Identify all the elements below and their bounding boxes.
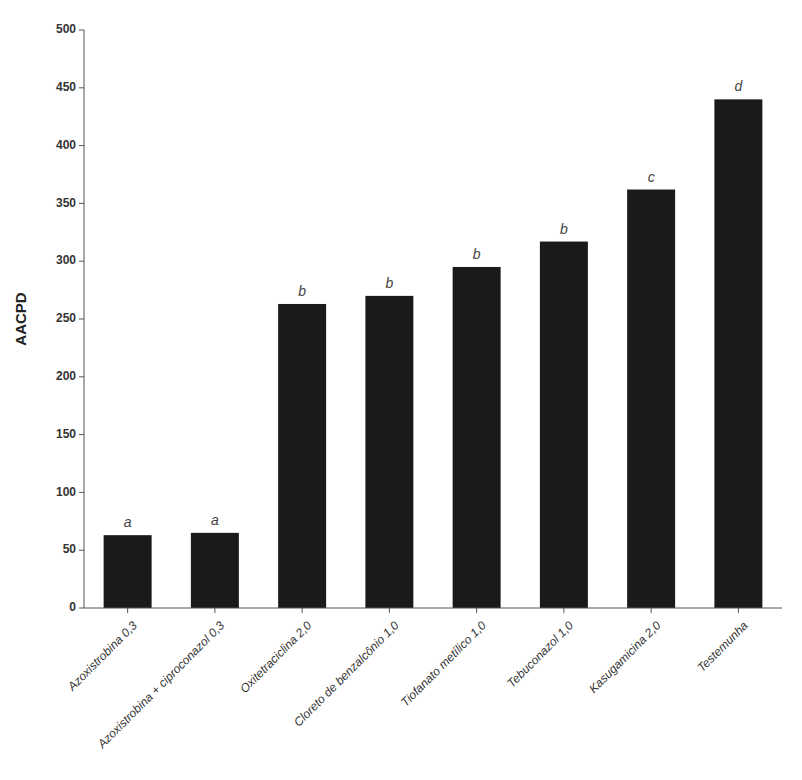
bars: [104, 99, 763, 608]
x-tick-label: Kasugamicina 2,0: [586, 618, 664, 696]
annotation: b: [473, 246, 481, 262]
bar: [540, 242, 588, 608]
y-tick-label: 250: [56, 311, 76, 325]
x-tick: [127, 608, 128, 613]
y-tick-label: 400: [56, 138, 76, 152]
bar: [104, 535, 152, 608]
bar: [278, 304, 326, 608]
y-tick-label: 100: [56, 485, 76, 499]
x-tick: [651, 608, 652, 613]
y-tick-label: 0: [69, 600, 76, 614]
bar: [191, 533, 239, 608]
chart: a a b b b b c d 0 50 100 150 200 250 300 350 400 450 500 Az…: [0, 0, 802, 780]
annotation: a: [124, 514, 132, 530]
bar: [627, 190, 675, 608]
y-tick-label: 50: [63, 542, 77, 556]
y-tick: [79, 492, 84, 493]
y-tick: [79, 261, 84, 262]
x-tick-label: Testemunha: [694, 618, 751, 675]
y-tick: [79, 434, 84, 435]
bar: [714, 99, 762, 608]
x-tick: [563, 608, 564, 613]
x-tick-label: Azoxistrobina + ciproconazol 0,3: [94, 618, 227, 751]
y-tick-label: 450: [56, 80, 76, 94]
annotation: b: [560, 221, 568, 237]
annotation: a: [211, 512, 219, 528]
y-tick-label: 300: [56, 253, 76, 267]
annotation: c: [648, 169, 655, 185]
x-tick-label: Azoxistrobina 0,3: [64, 618, 140, 694]
y-tick: [79, 145, 84, 146]
annotation: b: [298, 283, 306, 299]
annotation: b: [385, 275, 393, 291]
bar: [365, 296, 413, 608]
x-tick: [389, 608, 390, 613]
x-tick-label: Oxitetraciclina 2,0: [237, 618, 315, 696]
x-tick-label: Tiofanato metílico 1,0: [398, 618, 489, 709]
y-tick: [79, 203, 84, 204]
y-tick: [79, 30, 84, 31]
annotation: d: [734, 78, 743, 94]
chart-container: a a b b b b c d 0 50 100 150 200 250 300 350 400 450 500 Az…: [0, 0, 802, 780]
x-tick: [476, 608, 477, 613]
y-tick-label: 500: [56, 22, 76, 36]
y-tick: [79, 319, 84, 320]
bar: [453, 267, 501, 608]
x-tick: [302, 608, 303, 613]
x-tick-label: Tebuconazol 1,0: [504, 618, 576, 690]
y-tick: [79, 608, 84, 609]
y-tick-label: 350: [56, 196, 76, 210]
x-tick: [738, 608, 739, 613]
y-tick: [79, 376, 84, 377]
y-tick-label: 150: [56, 427, 76, 441]
x-tick: [214, 608, 215, 613]
y-axis-label: AACPD: [12, 292, 29, 346]
y-tick-label: 200: [56, 369, 76, 383]
x-tick-label: Cloreto de benzalcônio 1,0: [291, 618, 402, 729]
y-tick: [79, 87, 84, 88]
y-tick: [79, 550, 84, 551]
x-axis-line: [84, 608, 782, 609]
